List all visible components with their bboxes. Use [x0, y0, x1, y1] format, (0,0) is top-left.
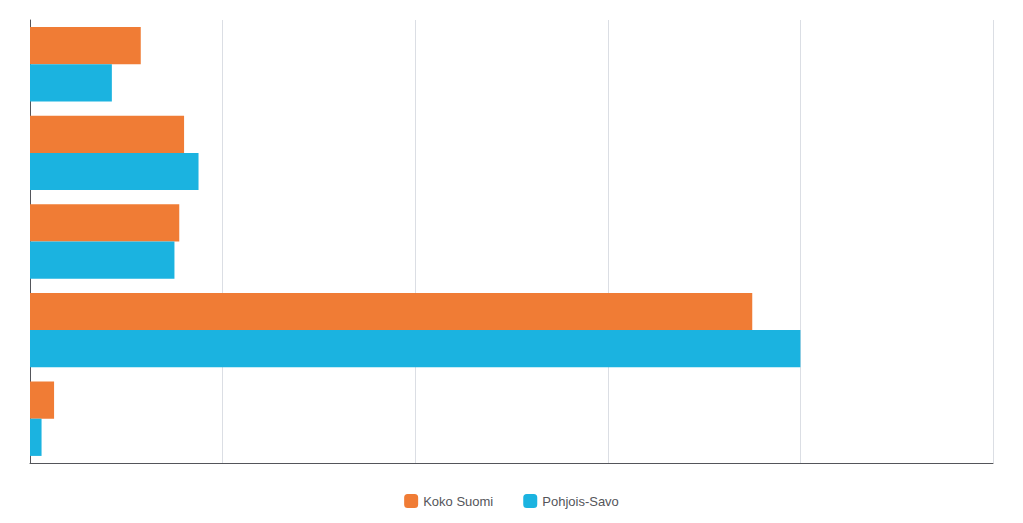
svg-text:Pohjois-Savo: Pohjois-Savo: [542, 494, 619, 509]
svg-text:Koko Suomi: Koko Suomi: [423, 494, 493, 509]
